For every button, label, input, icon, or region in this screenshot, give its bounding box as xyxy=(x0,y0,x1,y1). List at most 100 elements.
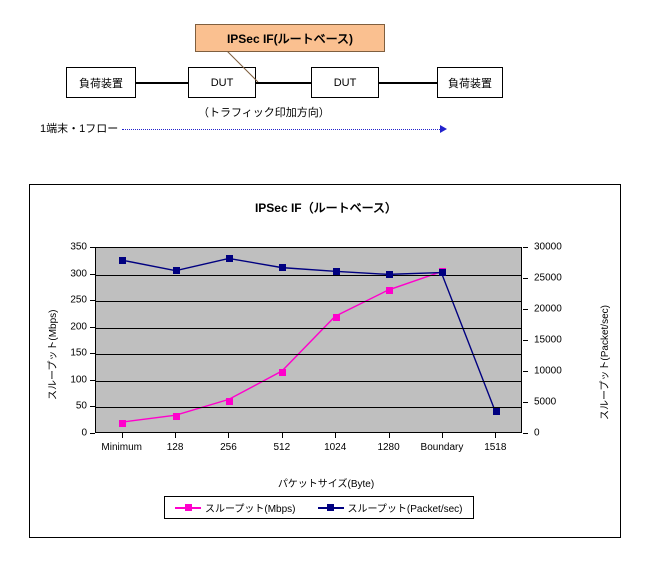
y-axis-left-tick: 200 xyxy=(70,321,87,333)
x-axis-tickmark xyxy=(441,433,443,438)
y-axis-left-tickmark xyxy=(90,406,95,408)
y-axis-right-tickmark xyxy=(523,371,528,372)
x-axis-title: パケットサイズ(Byte) xyxy=(277,479,375,490)
y-axis-left-tickmark xyxy=(90,433,95,434)
x-axis-tick-label: 128 xyxy=(166,442,184,453)
data-point-marker xyxy=(225,255,233,263)
y-axis-right-title: スループット(Packet/sec) xyxy=(600,305,611,420)
legend-item[interactable]: スループット(Mbps) xyxy=(175,500,296,515)
y-axis-left-tick: 300 xyxy=(70,268,87,280)
series-line xyxy=(123,272,442,422)
y-axis-left-tick: 100 xyxy=(70,374,87,386)
y-axis-left-tickmark xyxy=(90,353,95,355)
throughput-chart: IPSec IF（ルートベース） スループット(Mbps) スループット(Pac… xyxy=(29,184,621,538)
data-point-marker xyxy=(386,271,394,279)
data-point-marker xyxy=(279,368,287,376)
data-point-marker xyxy=(386,287,394,294)
legend-swatch-icon xyxy=(317,503,344,512)
y-axis-left-title: スループット(Mbps) xyxy=(48,309,59,400)
y-axis-left-tickmark xyxy=(90,247,95,248)
y-axis-right-tick: 30000 xyxy=(534,241,562,253)
y-axis-left-tick: 350 xyxy=(70,241,87,253)
data-point-marker xyxy=(332,268,340,276)
x-axis-tickmark xyxy=(228,433,230,438)
y-axis-right-tickmark xyxy=(523,247,528,248)
gridline xyxy=(96,327,521,329)
series-line xyxy=(123,258,495,409)
y-axis-left-tickmark xyxy=(90,300,95,302)
series-lines xyxy=(96,248,521,432)
y-axis-left-tick: 150 xyxy=(70,347,87,359)
data-point-marker xyxy=(225,397,233,405)
data-point-marker xyxy=(439,269,447,277)
flow-label: 1端末・1フロー xyxy=(40,123,119,135)
y-axis-left-tick: 250 xyxy=(70,294,87,306)
y-axis-right-tickmark xyxy=(523,340,528,341)
data-point-marker xyxy=(119,256,127,264)
x-axis-tick-label: Minimum xyxy=(101,442,142,453)
legend-label: スループット(Packet/sec) xyxy=(347,504,463,515)
y-axis-left-tick: 0 xyxy=(81,427,87,439)
arrow-head-icon xyxy=(440,125,447,133)
data-point-marker xyxy=(119,420,127,428)
y-axis-right-tick: 15000 xyxy=(534,334,562,346)
x-axis-tick-label: 512 xyxy=(273,442,291,453)
plot-area xyxy=(95,247,522,433)
y-axis-right-tick: 25000 xyxy=(534,272,562,284)
data-point-marker xyxy=(279,264,287,272)
traffic-direction-label: （トラフィック印加方向） xyxy=(198,107,330,119)
gridline xyxy=(96,407,521,409)
legend-swatch-icon xyxy=(175,503,201,512)
x-axis-tick-label: 1280 xyxy=(377,442,400,453)
node-load-generator-right: 負荷装置 xyxy=(437,67,503,98)
y-axis-right-tickmark xyxy=(523,278,528,279)
traffic-direction-arrow-line xyxy=(122,129,442,130)
node-label: 負荷装置 xyxy=(79,77,123,90)
x-axis-tickmark xyxy=(121,433,123,438)
link-loadgen1-dut1 xyxy=(135,82,188,84)
x-axis-tickmark xyxy=(335,433,337,438)
y-axis-left-tickmark xyxy=(90,273,95,275)
x-axis-tickmark xyxy=(175,433,177,438)
data-point-marker xyxy=(332,313,340,321)
callout-label: IPSec IF(ルートベース) xyxy=(226,31,354,46)
node-dut-1: DUT xyxy=(188,67,256,98)
y-axis-left-tickmark xyxy=(90,326,95,328)
x-axis-tickmark xyxy=(281,433,283,438)
node-label: DUT xyxy=(210,76,234,89)
gridline xyxy=(96,354,521,356)
y-axis-right-tickmark xyxy=(523,402,528,403)
gridline xyxy=(96,274,521,276)
network-topology-diagram: 負荷装置 DUT DUT 負荷装置 IPSec IF(ルートベース) 1端末・1… xyxy=(0,0,650,160)
data-point-marker xyxy=(172,267,180,275)
link-dut2-loadgen2 xyxy=(378,82,438,84)
gridline xyxy=(96,380,521,382)
gridline xyxy=(96,301,521,303)
y-axis-right-tick: 10000 xyxy=(534,365,562,377)
node-label: DUT xyxy=(333,76,357,89)
x-axis-tickmark xyxy=(495,433,497,438)
node-load-generator-left: 負荷装置 xyxy=(66,67,136,98)
link-dut1-dut2 xyxy=(255,82,312,84)
y-axis-left-tick: 50 xyxy=(75,400,87,412)
chart-legend: スループット(Mbps) スループット(Packet/sec) xyxy=(164,496,474,519)
y-axis-right-tickmark xyxy=(523,433,528,434)
x-axis-tick-label: 1518 xyxy=(484,442,507,453)
callout-ipsec-if: IPSec IF(ルートベース) xyxy=(195,24,385,52)
y-axis-right-tick: 0 xyxy=(534,427,540,439)
data-point-marker xyxy=(172,413,180,421)
y-axis-right-tick: 5000 xyxy=(534,396,557,408)
legend-label: スループット(Mbps) xyxy=(205,504,296,515)
legend-item[interactable]: スループット(Packet/sec) xyxy=(317,500,463,515)
x-axis-tick-label: 256 xyxy=(220,442,237,453)
y-axis-right-tick: 20000 xyxy=(534,303,562,315)
x-axis-tick-label: Boundary xyxy=(420,442,464,453)
y-axis-left-tickmark xyxy=(90,379,95,381)
node-label: 負荷装置 xyxy=(448,77,492,90)
chart-title: IPSec IF（ルートベース） xyxy=(254,201,398,215)
y-axis-right-tickmark xyxy=(523,309,528,310)
x-axis-tickmark xyxy=(388,433,390,438)
x-axis-tick-label: 1024 xyxy=(324,442,347,453)
node-dut-2: DUT xyxy=(311,67,379,98)
data-point-marker xyxy=(492,407,500,415)
